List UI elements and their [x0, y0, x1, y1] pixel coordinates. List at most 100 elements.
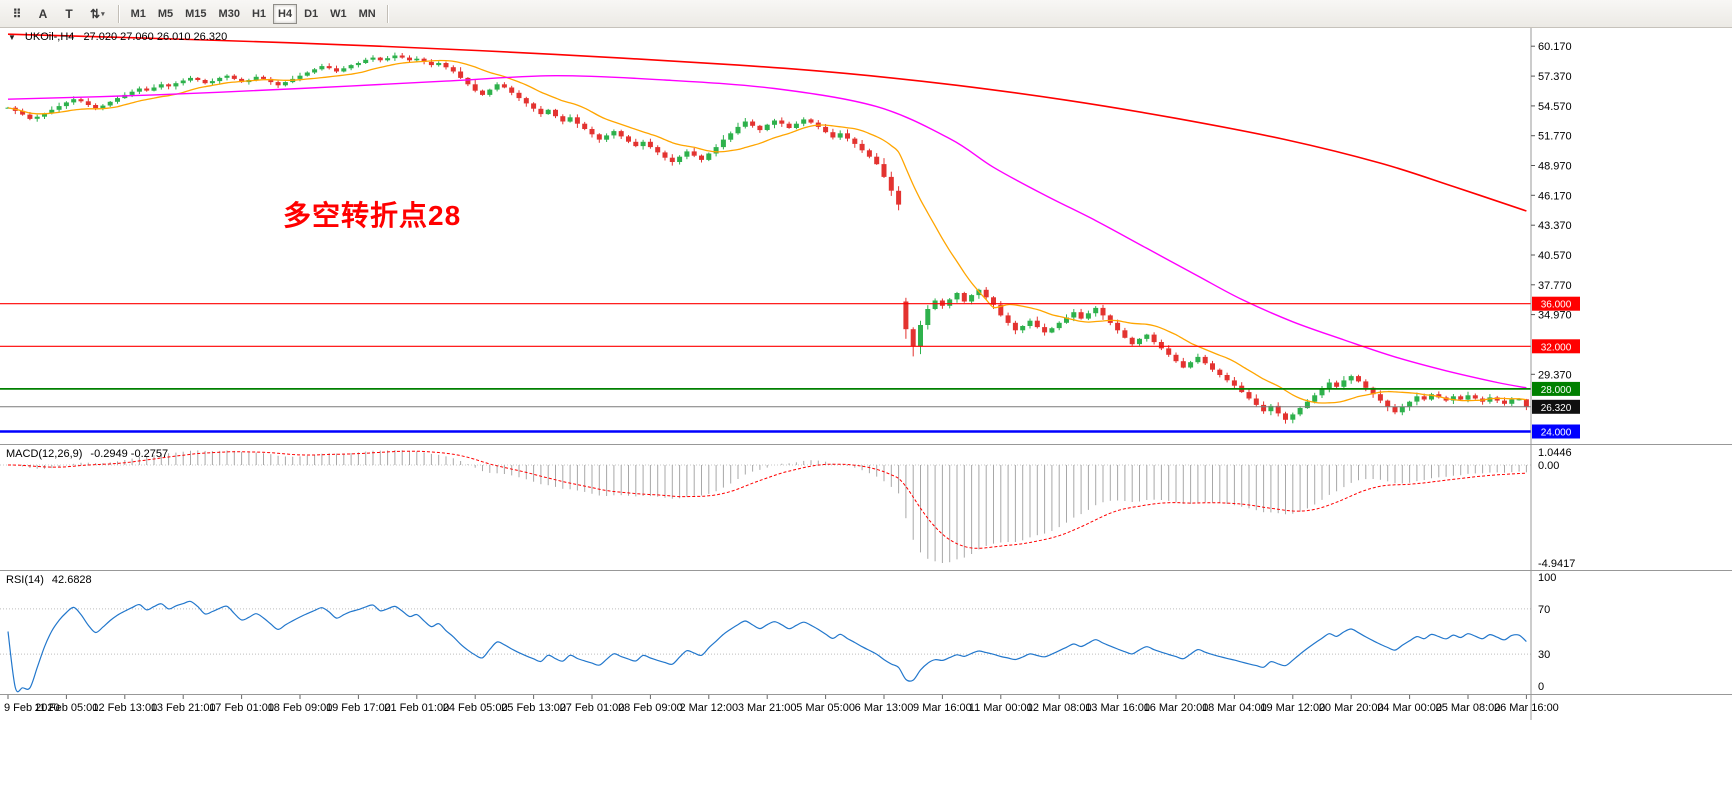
macd-indicator-label: MACD(12,26,9) -0.2949 -0.2757 [6, 448, 168, 460]
chart-context-arrow-icon[interactable]: ▼ [8, 32, 16, 42]
price-tick-label: 54.570 [1538, 101, 1572, 113]
time-tick-label: 17 Feb 01:00 [209, 702, 274, 714]
horizontal-lines[interactable] [0, 303, 1531, 433]
time-tick-label: 16 Mar 20:00 [1144, 702, 1209, 714]
time-tick-label: 25 Mar 08:00 [1436, 702, 1501, 714]
time-tick-label: 24 Feb 05:00 [443, 702, 508, 714]
candlestick-layer [5, 52, 1529, 424]
time-tick-label: 3 Mar 21:00 [738, 702, 797, 714]
time-tick-label: 20 Mar 20:00 [1319, 702, 1384, 714]
svg-text:24.000: 24.000 [1541, 428, 1572, 439]
timeframe-button-m5[interactable]: M5 [153, 4, 178, 24]
toolbar: ⠿ A T ⇅ ▾ M1 M5 M15 M30 H1 H4 D1 W1 MN [0, 0, 1732, 28]
time-tick-label: 25 Feb 13:00 [501, 702, 566, 714]
rsi-axis[interactable]: 100 70 30 0 [1530, 571, 1556, 694]
timeframe-button-m1[interactable]: M1 [126, 4, 151, 24]
price-tag-24.000: 24.000 [1532, 424, 1580, 439]
macd-name: MACD(12,26,9) [6, 448, 83, 460]
price-tick-label: 57.370 [1538, 71, 1572, 83]
candlestick-chart: 60.170 57.370 54.570 51.770 48.970 46.170 43.3… [0, 28, 1580, 444]
text-tool-icon[interactable]: T [57, 3, 81, 25]
price-tag-28.000: 28.000 [1532, 381, 1580, 396]
arrows-tool-icon[interactable]: ⇅ ▾ [83, 3, 112, 25]
timeframe-button-w1[interactable]: W1 [325, 4, 352, 24]
time-tick-label: 13 Mar 16:00 [1085, 702, 1150, 714]
time-tick-label: 26 Mar 16:00 [1494, 702, 1559, 714]
time-tick-label: 9 Feb 2020 [4, 702, 60, 714]
rsi-axis-label: 100 [1538, 572, 1556, 584]
timeframe-button-m15[interactable]: M15 [180, 4, 211, 24]
price-tick-label: 48.970 [1538, 161, 1572, 173]
svg-text:32.000: 32.000 [1541, 342, 1572, 353]
time-tick-label: 11 Feb 05:00 [34, 702, 98, 714]
price-tick-label: 37.770 [1538, 280, 1572, 292]
price-tag-32.000: 32.000 [1532, 339, 1580, 354]
chart-title: ▼ UKOil-,H4 27.020 27.060 26.010 26.320 [8, 31, 227, 43]
time-tick-label: 27 Feb 01:00 [560, 702, 625, 714]
macd-histogram [14, 450, 1527, 563]
ma-fast-line [7, 59, 1527, 404]
time-tick-label: 28 Feb 09:00 [618, 702, 683, 714]
macd-current-values: -0.2949 -0.2757 [90, 448, 169, 460]
chart-symbol-label: UKOil-,H4 [24, 31, 75, 43]
time-tick-label: 19 Mar 12:00 [1260, 702, 1325, 714]
price-tick-label: 43.370 [1538, 220, 1572, 232]
svg-text:28.000: 28.000 [1541, 385, 1572, 396]
svg-text:36.000: 36.000 [1541, 300, 1572, 311]
time-axis-panel[interactable]: 9 Feb 2020 11 Feb 05:00 12 Feb 13:00 13 Feb… [0, 694, 1732, 720]
chart-ohlc-values: 27.020 27.060 26.010 26.320 [83, 31, 228, 43]
macd-axis-label: 1.0446 [1538, 447, 1572, 459]
ma-mid-line [7, 74, 1527, 389]
rsi-chart: 100 70 30 0 [0, 571, 1556, 694]
rsi-name: RSI(14) [6, 574, 44, 586]
macd-axis-label: 0.00 [1538, 460, 1559, 472]
time-tick-label: 18 Mar 04:00 [1202, 702, 1267, 714]
price-tick-label: 60.170 [1538, 41, 1572, 53]
macd-axis-label: -4.9417 [1538, 558, 1575, 570]
time-tick-label: 12 Feb 13:00 [92, 702, 157, 714]
price-tick-label: 46.170 [1538, 190, 1572, 202]
time-tick-label: 19 Feb 17:00 [326, 702, 391, 714]
time-tick-label: 12 Mar 08:00 [1027, 702, 1092, 714]
caret-down-icon: ▾ [101, 10, 105, 18]
rsi-line [7, 600, 1527, 693]
chart-grid-icon[interactable]: ⠿ [5, 3, 29, 25]
time-tick-label: 9 Mar 16:00 [913, 702, 972, 714]
price-tick-label: 34.970 [1538, 310, 1572, 322]
timeframe-button-h4[interactable]: H4 [273, 3, 298, 24]
time-tick-label: 11 Mar 00:00 [969, 702, 1033, 714]
svg-text:26.320: 26.320 [1541, 403, 1572, 414]
timeframe-button-h1[interactable]: H1 [247, 4, 271, 24]
price-tag-36.000: 36.000 [1532, 296, 1580, 311]
time-tick-label: 24 Mar 00:00 [1377, 702, 1442, 714]
price-tick-label: 29.370 [1538, 369, 1572, 381]
rsi-axis-label: 70 [1538, 604, 1550, 616]
time-tick-label: 2 Mar 12:00 [679, 702, 738, 714]
price-tick-label: 51.770 [1538, 131, 1572, 143]
rsi-axis-label: 0 [1538, 681, 1544, 693]
toolbar-separator [386, 4, 389, 23]
rsi-panel: 100 70 30 0 RSI(14) 42.6828 [0, 570, 1732, 694]
time-tick-label: 18 Feb 09:00 [268, 702, 333, 714]
toolbar-separator [117, 4, 120, 23]
timeframe-button-mn[interactable]: MN [354, 4, 381, 24]
rsi-axis-label: 30 [1538, 649, 1550, 661]
timeframe-button-m30[interactable]: M30 [214, 4, 245, 24]
price-tag-26.320: 26.320 [1532, 399, 1580, 414]
rsi-current-value: 42.6828 [51, 574, 92, 586]
price-tick-label: 40.570 [1538, 250, 1572, 262]
time-tick-label: 13 Feb 21:00 [151, 702, 216, 714]
price-axis[interactable]: 60.170 57.370 54.570 51.770 48.970 46.170 43.3… [1530, 28, 1580, 444]
time-tick-label: 5 Mar 05:00 [796, 702, 855, 714]
chart-annotation-text[interactable]: 多空转折点28 [283, 200, 462, 231]
main-chart-panel: 60.170 57.370 54.570 51.770 48.970 46.170 43.3… [0, 28, 1732, 444]
timeframe-button-d1[interactable]: D1 [299, 4, 323, 24]
macd-panel: 1.0446 0.00 -4.9417 MACD(12,26,9) -0.2949 … [0, 444, 1732, 570]
ma-slow-line [7, 33, 1527, 212]
cursor-tool-icon[interactable]: A [31, 3, 55, 25]
rsi-indicator-label: RSI(14) 42.6828 [6, 574, 92, 586]
